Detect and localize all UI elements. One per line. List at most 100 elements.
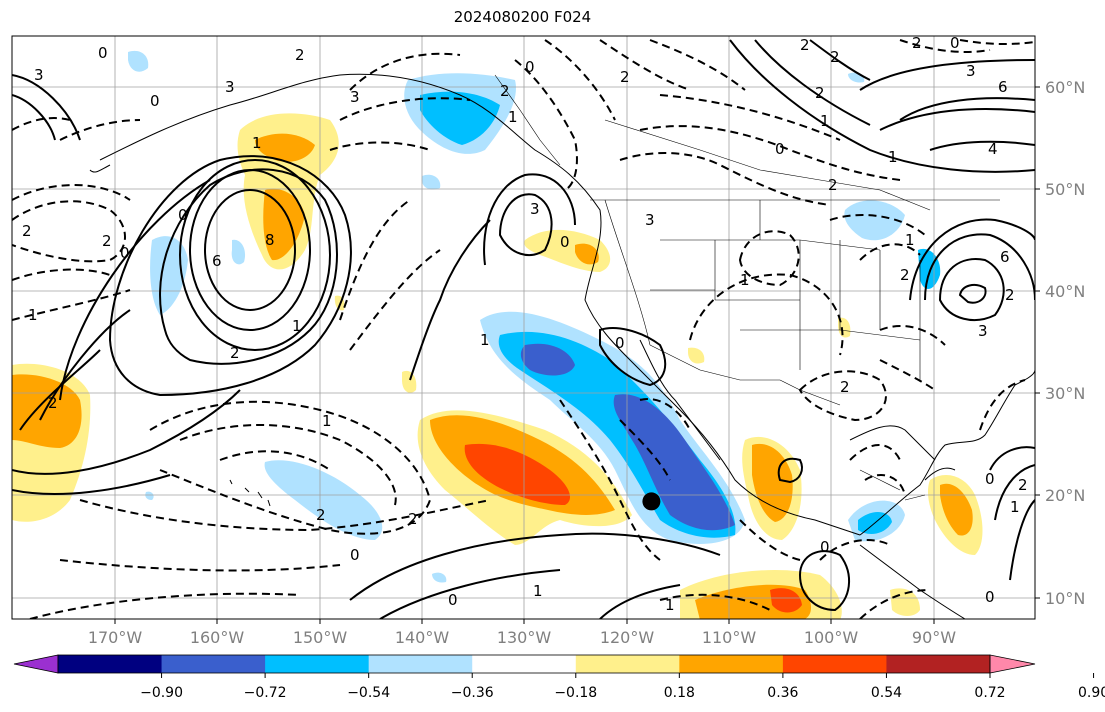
graticule <box>12 36 1035 619</box>
contour-label: 2 <box>800 36 810 54</box>
map-title: 2024080200 F024 <box>453 8 592 26</box>
contour-label: 0 <box>775 140 785 158</box>
dashed-contours <box>12 39 1035 619</box>
contour-label: 3 <box>645 211 655 229</box>
lat-label: 50°N <box>1045 180 1085 199</box>
contour-label: 2 <box>230 344 240 362</box>
contour-label: 2 <box>828 176 838 194</box>
contour-label: 2 <box>815 84 825 102</box>
colorbar-tick-label: 0.18 <box>664 685 695 701</box>
contour-label: 0 <box>615 334 625 352</box>
map-content: 0 2 3 2 3 0 0 2 1 0 1 2 0 1 8 6 2 2 0 0 … <box>12 34 1035 619</box>
lat-label: 40°N <box>1045 282 1085 301</box>
contour-label: 0 <box>985 470 995 488</box>
contour-label: 6 <box>998 78 1008 96</box>
contour-label: 2 <box>840 378 850 396</box>
contour-label: 2 <box>22 222 32 240</box>
negative-anomaly-shading <box>128 50 941 583</box>
contour-labels: 0 2 3 2 3 0 0 2 1 0 1 2 0 1 8 6 2 2 0 0 … <box>22 34 1028 614</box>
contour-label: 3 <box>350 88 360 106</box>
contour-label: 1 <box>252 134 262 152</box>
contour-label: 3 <box>34 66 44 84</box>
colorbar-swatch <box>58 655 163 673</box>
contour-label: 1 <box>888 148 898 166</box>
colorbar-frame <box>57 654 991 674</box>
contour-label: 0 <box>350 546 360 564</box>
coastlines <box>89 73 1035 619</box>
contour-label: 4 <box>988 140 998 158</box>
colorbar-tick-label: 0.90 <box>1078 685 1105 701</box>
contour-label: 2 <box>408 510 418 528</box>
lon-label: 170°W <box>88 628 143 647</box>
contour-label: 2 <box>102 232 112 250</box>
contour-label: 1 <box>820 112 830 130</box>
colorbar-swatch <box>575 655 680 673</box>
contour-label: 8 <box>265 231 275 249</box>
contour-label: 2 <box>1005 286 1015 304</box>
contour-label: 0 <box>448 591 458 609</box>
lon-label: 100°W <box>804 628 859 647</box>
contour-label: 0 <box>98 44 108 62</box>
colorbar-tick-label: −0.90 <box>140 685 183 701</box>
colorbar-tick-label: −0.54 <box>347 685 390 701</box>
contour-label: 3 <box>978 322 988 340</box>
contour-label: 2 <box>295 46 305 64</box>
contour-label: 0 <box>150 92 160 110</box>
colorbar-tick-label: 0.36 <box>767 685 798 701</box>
lon-label: 160°W <box>190 628 245 647</box>
contour-label: 0 <box>985 588 995 606</box>
contour-label: 2 <box>500 82 510 100</box>
contour-label: 1 <box>533 582 543 600</box>
contour-label: 3 <box>225 78 235 96</box>
political-borders <box>494 74 1000 501</box>
lon-label: 110°W <box>702 628 757 647</box>
contour-label: 2 <box>1018 476 1028 494</box>
lat-label: 60°N <box>1045 78 1085 97</box>
colorbar-swatch <box>472 655 577 673</box>
contour-label: 3 <box>530 200 540 218</box>
lon-label: 130°W <box>497 628 552 647</box>
contour-label: 1 <box>740 271 750 289</box>
contour-label: 2 <box>830 48 840 66</box>
contour-label: 2 <box>48 394 58 412</box>
contour-label: 6 <box>1000 248 1010 266</box>
contour-label: 0 <box>120 244 130 262</box>
storm-position-marker <box>642 492 661 511</box>
contour-label: 0 <box>820 538 830 556</box>
contour-label: 0 <box>560 233 570 251</box>
contour-label: 1 <box>508 108 518 126</box>
lat-label: 10°N <box>1045 589 1085 608</box>
colorbar-tick-label: −0.18 <box>554 685 597 701</box>
contour-label: 1 <box>665 596 675 614</box>
contour-label: 0 <box>525 58 535 76</box>
colorbar-tick-label: 0.54 <box>871 685 902 701</box>
contour-label: 3 <box>966 62 976 80</box>
colorbar-swatch <box>782 655 887 673</box>
colorbar-extend-high <box>989 654 1036 674</box>
colorbar-swatch <box>679 655 784 673</box>
colorbar-tick-label: −0.36 <box>451 685 494 701</box>
colorbar-swatch <box>265 655 370 673</box>
contour-label: 0 <box>950 34 960 52</box>
colorbar-swatch <box>368 655 473 673</box>
contour-label: 2 <box>900 266 910 284</box>
contour-label: 2 <box>316 506 326 524</box>
lon-label: 90°W <box>912 628 956 647</box>
solid-contours <box>12 39 1035 619</box>
lat-label: 20°N <box>1045 486 1085 505</box>
contour-label: 1 <box>1010 498 1020 516</box>
positive-anomaly-shading <box>12 113 983 619</box>
contour-label: 6 <box>212 252 222 270</box>
colorbar-tick-label: 0.72 <box>974 685 1005 701</box>
colorbar-tick-label: −0.72 <box>244 685 287 701</box>
colorbar: −0.90 −0.72 −0.54 −0.36 −0.18 0.18 0.36 0.54 0.7… <box>13 654 1105 701</box>
longitude-axis: 170°W 160°W 150°W 140°W 130°W 120°W 110°… <box>88 619 956 647</box>
colorbar-swatch <box>161 655 266 673</box>
contour-label: 1 <box>322 412 332 430</box>
lat-label: 30°N <box>1045 384 1085 403</box>
contour-label: 2 <box>912 34 922 52</box>
lon-label: 150°W <box>293 628 348 647</box>
lon-label: 120°W <box>600 628 655 647</box>
contour-label: 1 <box>28 306 38 324</box>
